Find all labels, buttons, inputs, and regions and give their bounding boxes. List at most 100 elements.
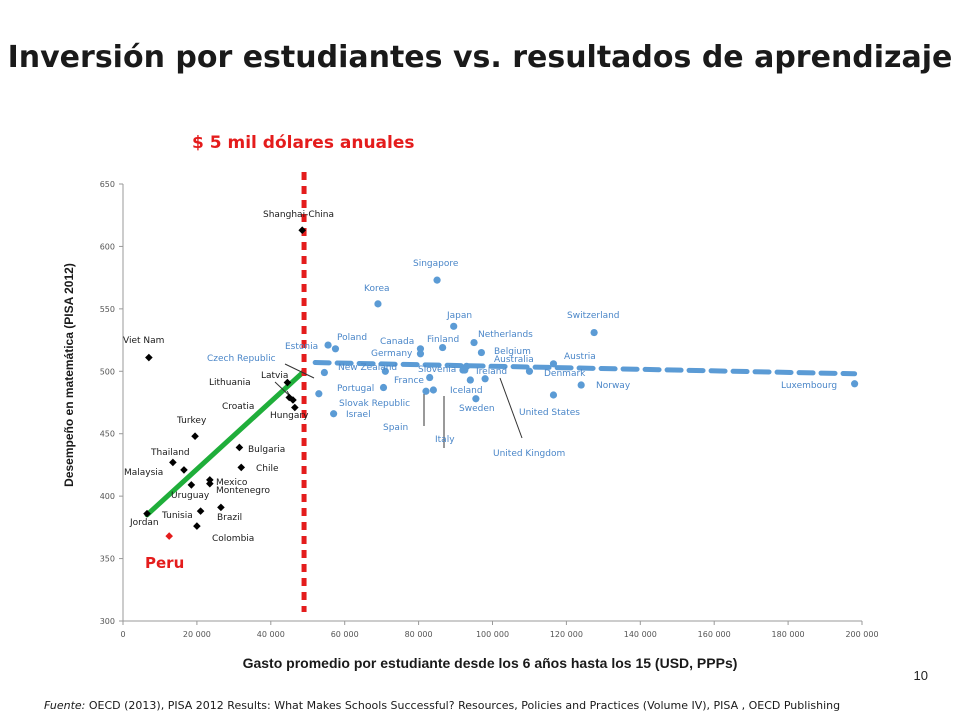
point-slovenia xyxy=(461,366,469,374)
fit-line-high-spending xyxy=(312,360,858,377)
point-czech-republic xyxy=(320,368,328,377)
label-switzerland: Switzerland xyxy=(567,311,620,321)
point-lithuania xyxy=(285,393,294,402)
threshold-annotation: $ 5 mil dólares anuales xyxy=(192,133,415,153)
x-axis-title: Gasto promedio por estudiante desde los … xyxy=(243,655,738,671)
source-text: OECD (2013), PISA 2012 Results: What Mak… xyxy=(85,699,841,712)
leader-line xyxy=(499,377,523,439)
point-portugal xyxy=(379,383,388,392)
x-tick-label: 20 000 xyxy=(183,630,211,639)
point-finland xyxy=(439,343,447,352)
x-tick-label: 100 000 xyxy=(476,630,509,639)
point-uruguay xyxy=(187,481,196,489)
label-finland: Finland xyxy=(427,335,459,345)
label-israel: Israel xyxy=(346,410,371,420)
label-croatia: Croatia xyxy=(222,402,254,412)
point-spain xyxy=(422,387,430,395)
point-malaysia xyxy=(180,466,188,474)
point-peru xyxy=(165,532,173,540)
point-italy xyxy=(429,386,437,394)
label-hungary: Hungary xyxy=(270,411,309,421)
point-belgium xyxy=(477,348,486,357)
point-france xyxy=(426,373,434,382)
label-france: France xyxy=(394,376,424,386)
label-germany: Germany xyxy=(371,349,413,359)
y-tick-label: 350 xyxy=(100,555,115,564)
label-turkey: Turkey xyxy=(176,416,207,426)
label-ireland: Ireland xyxy=(476,367,507,377)
x-tick-label: 140 000 xyxy=(624,630,657,639)
y-tick-label: 450 xyxy=(100,430,115,439)
point-croatia xyxy=(291,403,299,412)
page-title: Inversión por estudiantes vs. resultados… xyxy=(7,40,953,75)
point-canada xyxy=(416,345,425,353)
point-austria xyxy=(549,360,558,368)
label-tunisia: Tunisia xyxy=(161,511,193,521)
point-japan xyxy=(450,322,458,330)
point-new-zealand xyxy=(381,367,389,375)
point-sweden xyxy=(472,395,480,403)
label-thailand: Thailand xyxy=(150,448,190,458)
label-peru: Peru xyxy=(145,554,184,572)
label-korea: Korea xyxy=(364,284,390,294)
label-japan: Japan xyxy=(446,311,472,321)
point-jordan xyxy=(143,509,151,518)
point-colombia xyxy=(193,522,201,530)
label-denmark: Denmark xyxy=(544,369,586,379)
point-germany xyxy=(416,350,425,358)
label-colombia: Colombia xyxy=(212,534,254,544)
y-tick-label: 500 xyxy=(100,367,115,376)
point-brazil xyxy=(217,503,225,512)
label-shanghai-china: Shanghai-China xyxy=(263,210,334,220)
point-latvia xyxy=(283,378,292,387)
point-netherlands xyxy=(470,338,478,347)
point-poland xyxy=(331,345,340,353)
point-hungary xyxy=(289,396,297,404)
label-austria: Austria xyxy=(564,352,596,362)
source-note: Fuente: OECD (2013), PISA 2012 Results: … xyxy=(44,699,840,712)
label-canada: Canada xyxy=(380,337,414,347)
point-tunisia xyxy=(196,507,205,515)
label-poland: Poland xyxy=(337,333,367,343)
data-points xyxy=(143,226,859,540)
point-thailand xyxy=(169,458,177,467)
label-spain: Spain xyxy=(383,423,408,433)
point-montenegro xyxy=(206,479,214,488)
x-tick-label: 160 000 xyxy=(698,630,731,639)
label-new-zealand: New Zealand xyxy=(338,363,397,373)
y-tick-label: 650 xyxy=(100,180,115,189)
x-tick-label: 80 000 xyxy=(405,630,433,639)
label-mexico: Mexico xyxy=(216,478,248,488)
x-tick-label: 60 000 xyxy=(331,630,359,639)
label-netherlands: Netherlands xyxy=(478,330,533,340)
label-united-kingdom: United Kingdom xyxy=(493,449,565,459)
point-chile xyxy=(237,463,246,472)
x-tick-label: 180 000 xyxy=(772,630,805,639)
label-belgium: Belgium xyxy=(494,347,531,357)
fit-lines xyxy=(144,360,858,518)
point-switzerland xyxy=(590,328,598,337)
point-norway xyxy=(577,381,585,389)
point-turkey xyxy=(191,432,199,441)
page-number: 10 xyxy=(913,668,928,683)
source-prefix: Fuente: xyxy=(44,699,86,712)
label-australia: Australia xyxy=(494,355,534,365)
label-luxembourg: Luxembourg xyxy=(781,381,837,391)
label-portugal: Portugal xyxy=(337,384,374,394)
point-israel xyxy=(330,410,338,418)
label-slovenia: Slovenia xyxy=(418,365,456,375)
point-denmark xyxy=(525,367,534,375)
point-united-kingdom xyxy=(481,375,489,383)
data-labels: Shanghai-China Viet Nam Latvia Lithuania Cro… xyxy=(123,210,837,572)
x-tick-label: 0 xyxy=(120,630,125,639)
y-tick-label: 600 xyxy=(100,242,115,251)
x-tick-label: 200 000 xyxy=(845,630,878,639)
label-montenegro: Montenegro xyxy=(216,486,270,496)
label-viet-nam: Viet Nam xyxy=(123,336,164,346)
label-czech-republic: Czech Republic xyxy=(207,354,276,364)
x-tick-label: 40 000 xyxy=(257,630,285,639)
fit-line-low-spending xyxy=(144,368,307,518)
label-uruguay: Uruguay xyxy=(171,491,210,501)
label-singapore: Singapore xyxy=(413,259,459,269)
